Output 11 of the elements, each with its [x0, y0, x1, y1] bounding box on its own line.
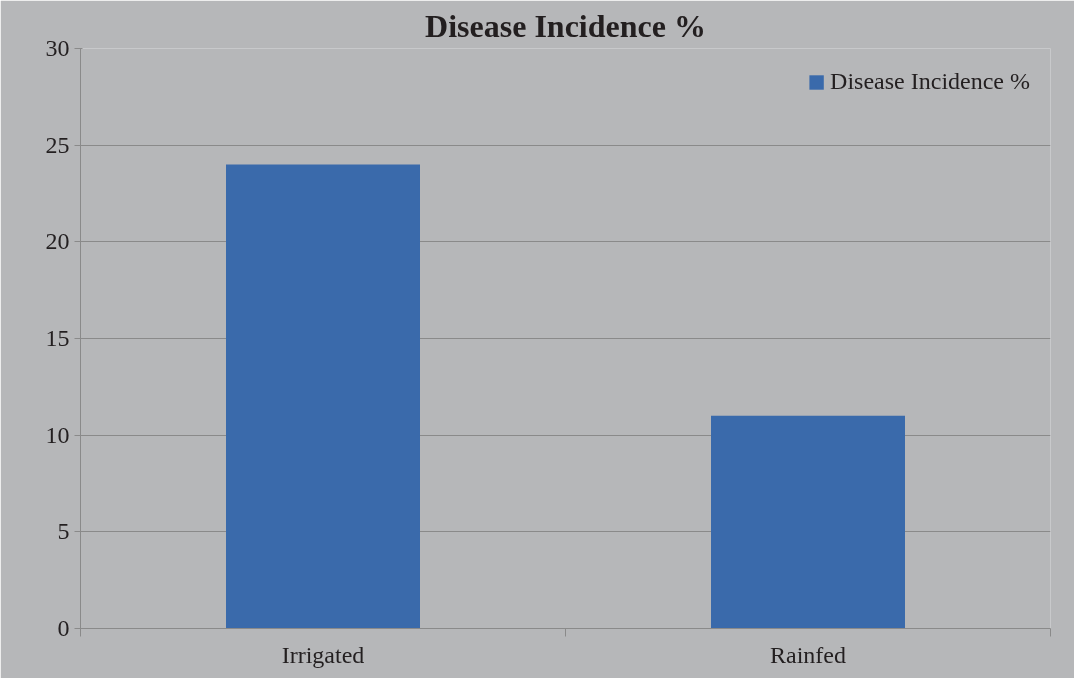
y-tick-label: 30 [45, 35, 70, 61]
chart-title: Disease Incidence % [425, 7, 706, 44]
y-tick-label: 15 [45, 325, 70, 351]
x-tick-label: Irrigated [281, 641, 365, 668]
y-tick-label: 10 [45, 421, 70, 448]
y-tick-label: 20 [45, 228, 70, 255]
x-tick-label: Rainfed [770, 641, 846, 668]
y-tick-label: 5 [57, 518, 70, 545]
y-tick-label: 25 [45, 131, 70, 158]
legend-label: Disease Incidence % [830, 68, 1030, 95]
y-tick-label: 0 [57, 615, 70, 641]
